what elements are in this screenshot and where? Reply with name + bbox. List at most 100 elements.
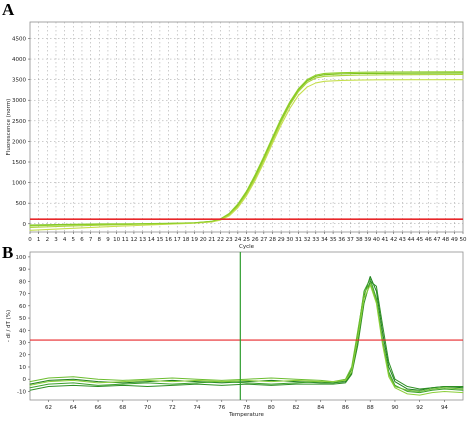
y-tick-label: 70 <box>19 292 26 298</box>
panel-a-x-axis-label: Cycle <box>239 244 255 250</box>
x-tick-label: 9 <box>106 237 110 243</box>
x-tick-label: 70 <box>144 405 151 411</box>
panel-b-x-axis-label: Temperature <box>228 412 264 418</box>
panel-b-letter: B <box>2 243 13 262</box>
x-tick-label: 42 <box>390 237 397 243</box>
x-tick-label: 86 <box>342 405 349 411</box>
x-tick-label: 49 <box>451 237 458 243</box>
x-tick-label: 88 <box>367 405 374 411</box>
x-tick-label: 29 <box>278 237 285 243</box>
y-tick-label: 500 <box>16 201 27 207</box>
series-line-3 <box>29 282 464 392</box>
x-tick-label: 41 <box>382 237 389 243</box>
x-tick-label: 94 <box>441 405 448 411</box>
x-tick-label: 4 <box>63 237 67 243</box>
y-tick-label: 50 <box>19 316 26 322</box>
x-tick-label: 35 <box>330 237 337 243</box>
x-tick-label: 34 <box>321 237 328 243</box>
x-tick-label: 8 <box>98 237 102 243</box>
x-tick-label: 38 <box>356 237 363 243</box>
x-tick-label: 62 <box>45 405 52 411</box>
y-tick-label: 1500 <box>12 160 26 166</box>
x-tick-label: 23 <box>226 237 233 243</box>
y-tick-label: 3500 <box>12 78 26 84</box>
x-tick-label: 78 <box>243 405 250 411</box>
y-tick-label: 4000 <box>12 57 26 63</box>
series-line-5 <box>29 284 464 396</box>
x-tick-label: 24 <box>234 237 241 243</box>
x-tick-label: 19 <box>191 237 198 243</box>
y-tick-label: 2000 <box>12 139 26 145</box>
x-tick-label: 72 <box>169 405 176 411</box>
y-tick-label: 10 <box>19 365 26 371</box>
series-line-3 <box>29 79 464 231</box>
x-tick-label: 17 <box>174 237 181 243</box>
y-tick-label: 80 <box>19 279 26 285</box>
y-tick-label: -10 <box>17 389 26 395</box>
x-tick-label: 37 <box>347 237 354 243</box>
x-tick-label: 28 <box>269 237 276 243</box>
x-tick-label: 64 <box>70 405 77 411</box>
y-tick-label: 20 <box>19 353 26 359</box>
panel-a-y-ticks: 0 500 1000 1500 2000 2500 3000 3500 4000 4500 <box>12 36 30 228</box>
x-tick-label: 74 <box>194 405 201 411</box>
x-tick-label: 21 <box>208 237 215 243</box>
y-tick-label: 2500 <box>12 119 26 125</box>
x-tick-label: 5 <box>72 237 76 243</box>
x-tick-label: 32 <box>304 237 311 243</box>
panel-a-grid <box>30 22 463 232</box>
panel-a-x-ticks: 0 1 2 3 4 5 6 7 8 9 10 11 12 13 14 15 16 17 18 19 20 21 22 23 24… <box>28 232 467 243</box>
series-line-4 <box>29 280 464 391</box>
y-tick-label: 90 <box>19 267 26 273</box>
x-tick-label: 82 <box>292 405 299 411</box>
x-tick-label: 47 <box>434 237 441 243</box>
x-tick-label: 18 <box>182 237 189 243</box>
panel-b: B -10 0 10 20 30 40 50 60 70 80 90 100 62 64 66 68 70 72… <box>2 243 464 418</box>
x-tick-label: 48 <box>442 237 449 243</box>
x-tick-label: 7 <box>89 237 93 243</box>
x-tick-label: 14 <box>148 237 155 243</box>
y-tick-label: 100 <box>16 255 27 261</box>
x-tick-label: 22 <box>217 237 224 243</box>
x-tick-label: 15 <box>156 237 163 243</box>
series-line-1 <box>29 275 464 391</box>
x-tick-label: 76 <box>218 405 225 411</box>
x-tick-label: 26 <box>252 237 259 243</box>
panel-b-y-axis-label: - dI / dT (%) <box>6 310 12 342</box>
x-tick-label: 6 <box>80 237 84 243</box>
x-tick-label: 0 <box>28 237 32 243</box>
x-tick-label: 16 <box>165 237 172 243</box>
x-tick-label: 68 <box>119 405 126 411</box>
x-tick-label: 90 <box>391 405 398 411</box>
panel-b-plot-area <box>29 251 464 401</box>
x-tick-label: 11 <box>122 237 129 243</box>
x-tick-label: 84 <box>317 405 324 411</box>
x-tick-label: 39 <box>364 237 371 243</box>
x-tick-label: 10 <box>113 237 120 243</box>
x-tick-label: 30 <box>286 237 293 243</box>
x-tick-label: 44 <box>408 237 415 243</box>
x-tick-label: 43 <box>399 237 406 243</box>
panel-b-y-ticks: -10 0 10 20 30 40 50 60 70 80 90 100 <box>16 255 30 395</box>
x-tick-label: 40 <box>373 237 380 243</box>
x-tick-label: 92 <box>416 405 423 411</box>
x-tick-label: 2 <box>46 237 50 243</box>
y-tick-label: 40 <box>19 328 26 334</box>
y-tick-label: 0 <box>23 377 27 383</box>
x-tick-label: 1 <box>37 237 41 243</box>
panel-a-letter: A <box>2 0 15 19</box>
y-tick-label: 60 <box>19 304 26 310</box>
x-tick-label: 46 <box>425 237 432 243</box>
y-tick-label: 0 <box>23 222 27 228</box>
x-tick-label: 36 <box>338 237 345 243</box>
x-tick-label: 25 <box>243 237 250 243</box>
x-tick-label: 80 <box>268 405 275 411</box>
y-tick-label: 4500 <box>12 36 26 42</box>
panel-a-series <box>29 71 464 231</box>
panel-b-series <box>29 275 464 396</box>
y-tick-label: 1000 <box>12 181 26 187</box>
y-tick-label: 30 <box>19 341 26 347</box>
y-tick-label: 3000 <box>12 98 26 104</box>
x-tick-label: 27 <box>260 237 267 243</box>
